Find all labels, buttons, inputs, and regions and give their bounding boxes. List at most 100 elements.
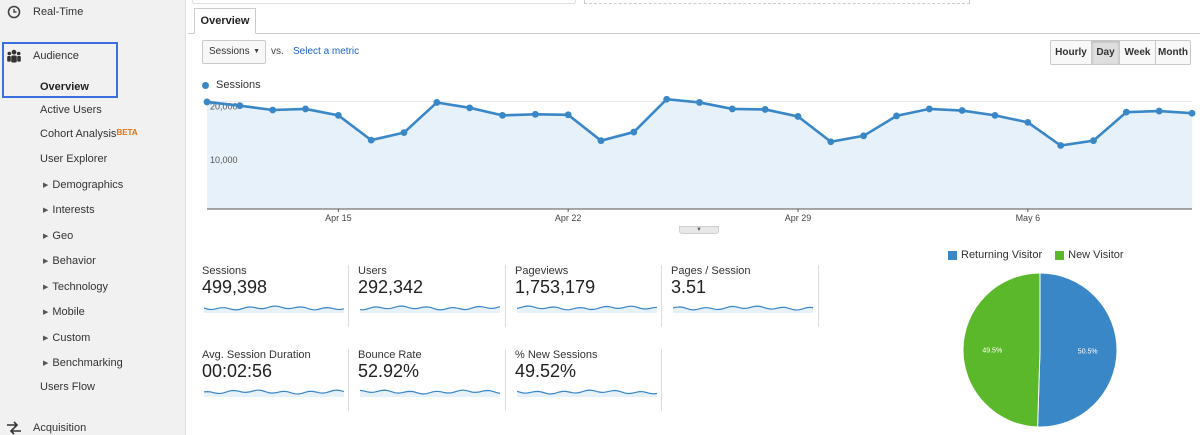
month-button[interactable]: Month — [1158, 47, 1188, 58]
sidebar-item-overview[interactable]: Overview — [40, 81, 89, 93]
pie-slice-returning[interactable] — [1037, 272, 1118, 428]
data-point[interactable] — [302, 105, 309, 113]
legend-item-new[interactable]: New Visitor — [1055, 249, 1124, 261]
metric-value: 00:02:56 — [202, 361, 273, 381]
sessions-line-chart: 20,000 10,000 Apr 15 Apr 22 Apr 29 May 6 — [203, 95, 1196, 223]
metric-value: 52.92% — [358, 361, 420, 381]
sidebar-item-label: Real-Time — [33, 6, 84, 18]
legend-label: Sessions — [216, 79, 261, 91]
tab-overview[interactable]: Overview — [194, 8, 256, 34]
data-point[interactable] — [1155, 107, 1163, 115]
data-point[interactable] — [794, 113, 802, 120]
metric-dropdown[interactable]: Sessions ▼ — [202, 40, 266, 64]
legend-swatch — [1055, 250, 1065, 260]
sparkline-line — [517, 305, 657, 311]
data-point[interactable] — [1122, 108, 1130, 116]
data-point[interactable] — [696, 99, 703, 106]
data-point[interactable] — [400, 129, 408, 136]
divider — [348, 265, 349, 327]
week-button[interactable]: Week — [1120, 41, 1156, 64]
sidebar-item-custom[interactable]: ▶ Custom — [43, 332, 91, 344]
data-point[interactable] — [334, 111, 342, 119]
data-point[interactable] — [1090, 137, 1097, 145]
metric-label: % New Sessions — [515, 349, 598, 361]
select-metric-link[interactable]: Select a metric — [293, 46, 360, 57]
sidebar-item-user-explorer[interactable]: User Explorer — [40, 153, 108, 165]
sparkline — [360, 305, 500, 313]
data-point[interactable] — [860, 132, 868, 140]
highlight-box — [2, 42, 118, 98]
acquisition-arrows-icon — [6, 420, 22, 435]
x-tick-label: Apr 29 — [785, 213, 812, 223]
sparkline-line — [204, 389, 344, 395]
sidebar-item-demographics[interactable]: ▶ Demographics — [43, 179, 124, 191]
data-point[interactable] — [597, 137, 605, 145]
data-point[interactable] — [203, 98, 211, 106]
expand-arrow-icon: ▶ — [43, 182, 49, 189]
top-panel-edge-dashed — [584, 0, 970, 4]
pie-slice-label: 50.5% — [1078, 349, 1098, 356]
x-tick-label: May 6 — [1016, 213, 1041, 223]
day-button[interactable]: Day — [1092, 41, 1120, 64]
data-point[interactable] — [531, 110, 539, 118]
sidebar-item-mobile[interactable]: ▶ Mobile — [43, 306, 85, 318]
sparkline-line — [517, 389, 657, 395]
sessions-area — [207, 99, 1192, 209]
data-point[interactable] — [433, 99, 441, 106]
divider — [505, 349, 506, 411]
sidebar-item-cohort-analysis[interactable]: Cohort AnalysisBETA — [40, 126, 138, 142]
divider — [505, 265, 506, 327]
people-icon — [6, 48, 22, 64]
data-point[interactable] — [827, 138, 835, 146]
legend-swatch — [948, 250, 957, 260]
chart-legend: Sessions — [202, 79, 261, 91]
sparkline-line — [360, 305, 500, 311]
sidebar-item-active-users[interactable]: Active Users — [40, 104, 102, 116]
chart-collapse-handle[interactable]: ▼ — [679, 226, 719, 234]
data-point[interactable] — [991, 111, 999, 119]
x-tick-label: Apr 22 — [555, 213, 582, 223]
sparkline — [204, 305, 344, 313]
data-point[interactable] — [1188, 109, 1196, 117]
data-point[interactable] — [958, 107, 966, 114]
divider — [661, 265, 662, 327]
data-point[interactable] — [925, 105, 933, 113]
caret-down-icon: ▼ — [253, 48, 260, 55]
data-point[interactable] — [893, 112, 900, 120]
sidebar-item-benchmarking[interactable]: ▶ Benchmarking — [43, 357, 123, 369]
metric-value: 499,398 — [202, 277, 268, 297]
beta-badge: BETA — [116, 128, 138, 137]
pie-slice-new[interactable] — [962, 272, 1041, 428]
data-point[interactable] — [236, 102, 244, 110]
sparkline-area — [204, 306, 344, 313]
divider — [661, 349, 662, 411]
expand-arrow-icon: ▶ — [43, 258, 49, 265]
data-point[interactable] — [761, 106, 769, 113]
data-point[interactable] — [1057, 142, 1065, 149]
data-point[interactable] — [367, 136, 375, 144]
sidebar-item-users-flow[interactable]: Users Flow — [40, 381, 96, 393]
y-tick-label: 10,000 — [210, 155, 238, 165]
sidebar-item-geo[interactable]: ▶ Geo — [43, 230, 74, 242]
expand-arrow-icon: ▶ — [43, 309, 49, 316]
sparkline-line — [204, 305, 344, 311]
vs-label: vs. — [271, 46, 284, 57]
sidebar-item-technology[interactable]: ▶ Technology — [43, 281, 109, 293]
sidebar-item-behavior[interactable]: ▶ Behavior — [43, 255, 96, 267]
sidebar-item-label: Cohort Analysis — [40, 128, 117, 140]
sparkline-line — [360, 389, 500, 395]
data-point[interactable] — [728, 105, 736, 113]
data-point[interactable] — [663, 95, 671, 103]
data-point[interactable] — [630, 128, 638, 136]
data-point[interactable] — [1024, 118, 1032, 126]
sidebar-item-interests[interactable]: ▶ Interests — [43, 204, 95, 216]
metric-value: 49.52% — [515, 361, 577, 381]
hourly-button[interactable]: Hourly — [1051, 41, 1092, 64]
data-point[interactable] — [466, 104, 474, 112]
metric-label: Pages / Session — [671, 265, 751, 277]
metric-label: Avg. Session Duration — [202, 349, 311, 361]
data-point[interactable] — [269, 106, 277, 114]
legend-item-returning[interactable]: Returning Visitor — [948, 249, 1042, 261]
data-point[interactable] — [564, 111, 572, 119]
data-point[interactable] — [499, 111, 506, 119]
